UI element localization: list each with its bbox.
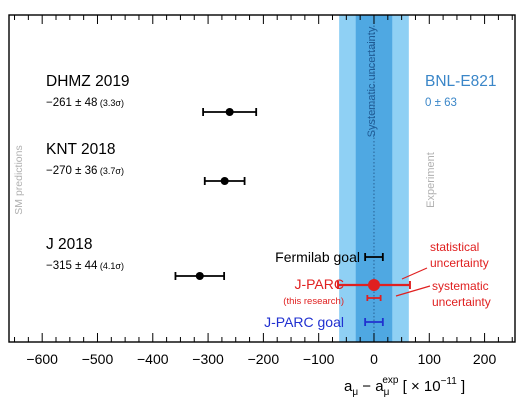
- annotation-systematic-line2: uncertainty: [432, 295, 491, 309]
- sm-prediction-value-text: −315 ± 44: [46, 260, 98, 272]
- x-axis-label-part: a: [344, 378, 353, 395]
- systematic-uncertainty-band-label: Systematic uncertainty: [366, 26, 378, 137]
- x-tick-label: −600: [26, 351, 58, 367]
- x-axis-label-part: μ: [384, 387, 390, 398]
- labels-layer: aμ − aμexp [ × 10−11 ]DHMZ 2019−261 ± 48…: [13, 26, 497, 398]
- fermilab-goal-label: Fermilab goal: [275, 249, 360, 265]
- sm-prediction-sigma: (3.7σ): [97, 166, 124, 176]
- sm-prediction-value: −270 ± 36 (3.7σ): [46, 165, 124, 177]
- x-tick-label: −200: [248, 351, 280, 367]
- x-axis-label-part: −: [358, 378, 375, 395]
- sm-prediction-value-text: −261 ± 48: [46, 97, 97, 109]
- sm-prediction-name: DHMZ 2019: [46, 73, 130, 90]
- x-axis-label: aμ − aμexp [ × 10−11 ]: [344, 375, 465, 398]
- jparc-goal-label: J-PARC goal: [264, 314, 344, 330]
- x-axis-label-part: ]: [457, 378, 465, 395]
- x-tick-label: −300: [192, 351, 224, 367]
- x-tick-label: 0: [370, 351, 378, 367]
- sm-prediction-sigma: (3.3σ): [97, 98, 124, 108]
- x-axis-label-part: μ: [352, 387, 358, 398]
- x-axis-ticks: −600 −500 −400 −300 −200 −100 0 100 200: [14, 15, 513, 367]
- sm-prediction-value: −261 ± 48 (3.3σ): [46, 97, 124, 109]
- annotation-systematic-line1: systematic: [432, 279, 489, 293]
- sm-point: [195, 272, 204, 280]
- sm-prediction-value-text: −270 ± 36: [46, 165, 97, 177]
- x-tick-label: −500: [82, 351, 114, 367]
- x-axis-label-part: −11: [441, 376, 458, 387]
- jparc-label: J-PARC: [294, 276, 344, 292]
- experiment-name: BNL-E821: [425, 73, 497, 90]
- sm-prediction-sigma: (4.1σ): [97, 261, 124, 271]
- x-tick-label: 100: [418, 351, 442, 367]
- x-axis-label-part: exp: [382, 375, 399, 386]
- x-tick-label: −100: [303, 351, 335, 367]
- sm-point: [225, 108, 234, 116]
- experiment-value: 0 ± 63: [425, 97, 457, 109]
- x-axis-label-part: [ × 10: [398, 378, 440, 395]
- sm-point: [220, 177, 229, 185]
- sm-predictions-side-label: SM predictions: [13, 145, 25, 214]
- sm-prediction-name: KNT 2018: [46, 141, 116, 158]
- experiment-side-label: Experiment: [425, 152, 437, 208]
- x-axis-label-part: a: [375, 378, 384, 395]
- jparc-sub-label: (this research): [283, 296, 344, 307]
- annotation-arrow-systematic: [395, 285, 431, 297]
- x-tick-label: −400: [137, 351, 169, 367]
- annotation-statistical-line2: uncertainty: [430, 256, 489, 270]
- jparc-point: [367, 279, 380, 291]
- annotation-arrow-statistical: [401, 267, 428, 280]
- sm-prediction-value: −315 ± 44 (4.1σ): [46, 260, 124, 272]
- annotation-statistical-line1: statistical: [430, 240, 479, 254]
- plot-frame: [8, 14, 516, 343]
- data-points-layer: [174, 108, 431, 326]
- x-tick-label: 200: [473, 351, 497, 367]
- sm-prediction-name: J 2018: [46, 236, 93, 253]
